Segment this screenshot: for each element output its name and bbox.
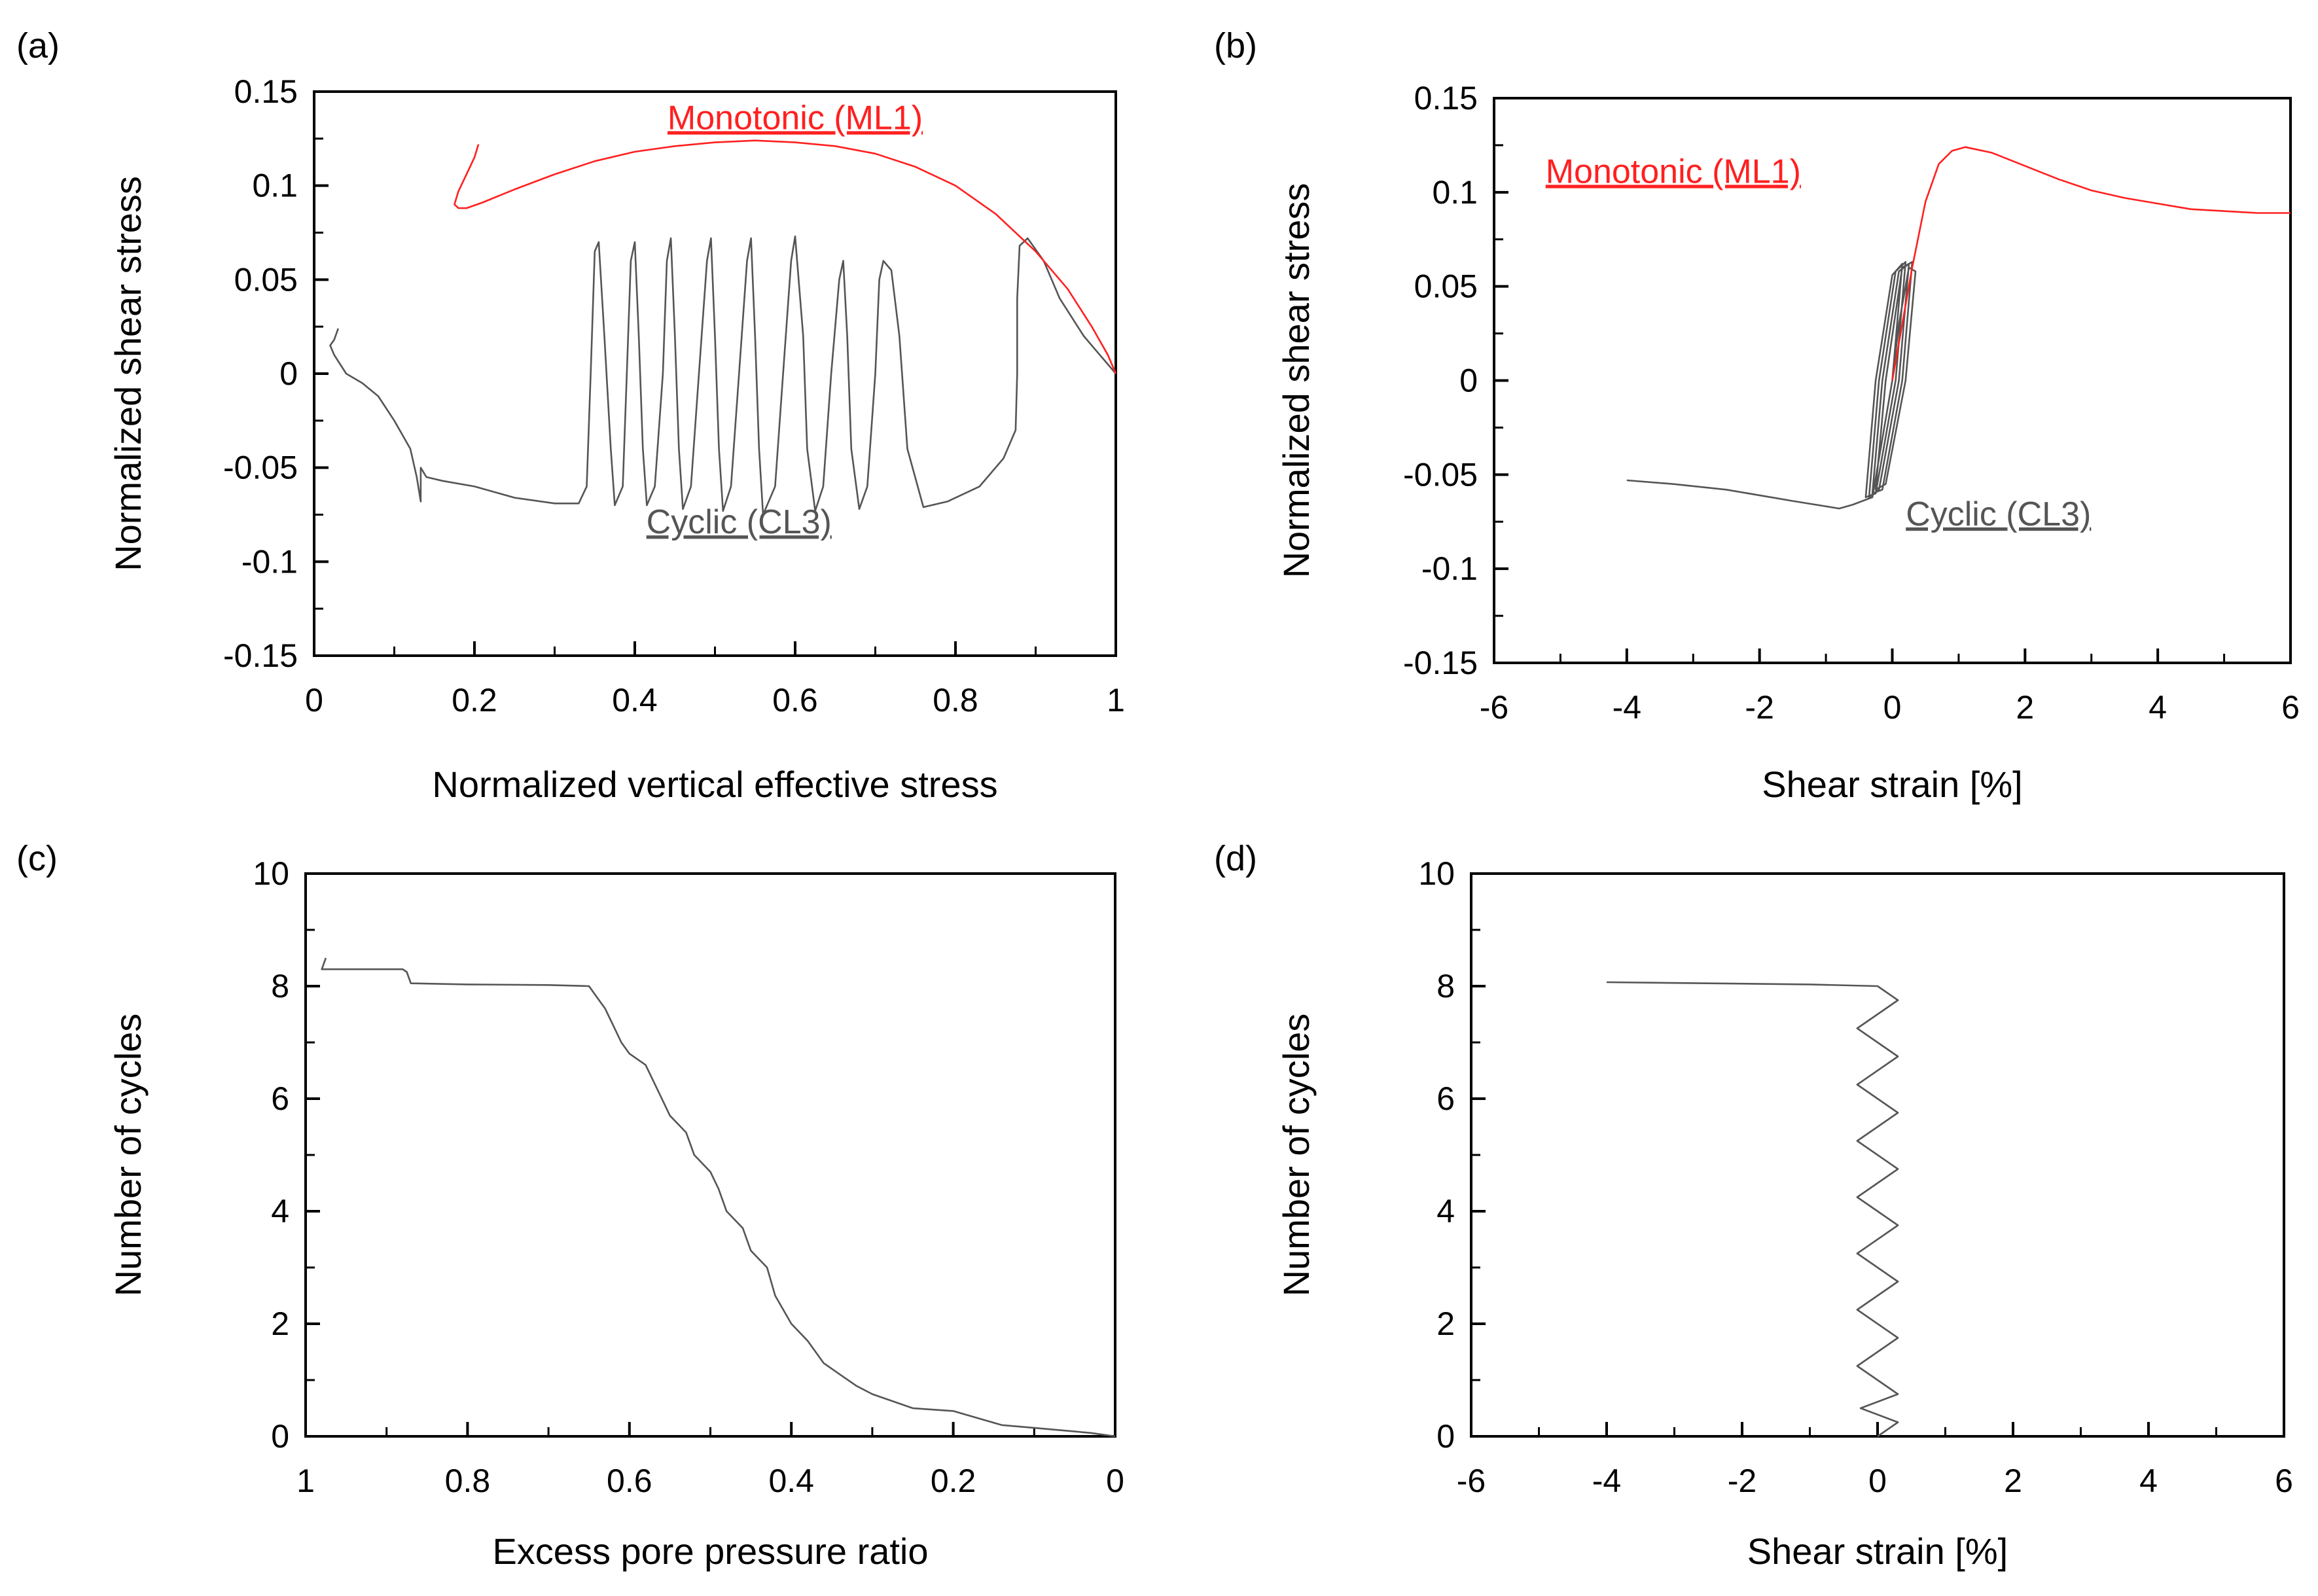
series-line-cyclic (1606, 981, 1899, 1438)
x-tick-label: 6 (2281, 689, 2300, 726)
x-tick-label: 1 (296, 1463, 315, 1499)
annotation-monotonic: Monotonic (ML1) (668, 99, 923, 137)
series-line-cyclic (321, 957, 1116, 1438)
x-tick-label: 0.8 (445, 1463, 491, 1499)
y-tick-label: 0 (271, 1418, 289, 1455)
y-tick-label: -0.15 (1403, 645, 1478, 681)
y-tick-label: 4 (271, 1193, 289, 1230)
y-tick-label: 10 (253, 855, 289, 892)
y-tick-label: 0.05 (234, 261, 298, 298)
x-axis-title: Normalized vertical effective stress (432, 764, 997, 805)
annotation-cyclic: Cyclic (CL3) (1906, 495, 2091, 533)
x-tick-label: -2 (1728, 1463, 1756, 1499)
x-tick-label: 2 (2016, 689, 2034, 726)
y-axis-title: Number of cycles (1275, 1014, 1317, 1297)
panel-c: 0 2 4 6 8 10 1 0.8 0.6 0.4 0.2 0 Excess pore pressur… (16, 839, 1124, 1572)
x-tick-label: 0 (305, 682, 323, 718)
x-tick-label: 1 (1107, 682, 1125, 718)
y-tick-label: 0.05 (1414, 268, 1478, 305)
x-tick-label: 0.6 (772, 682, 818, 718)
panel-b: -0.15 -0.1 -0.05 0 0.05 0.1 0.15 -6 -4 -2 0 2 4 6 Shea… (1214, 26, 2300, 805)
y-tick-label: 0 (1459, 363, 1478, 399)
y-tick-label: 2 (1436, 1305, 1455, 1342)
y-axis-title: Number of cycles (107, 1014, 149, 1297)
x-tick-label: 0.6 (607, 1463, 652, 1499)
x-tick-label: -4 (1613, 689, 1641, 726)
y-tick-label: 8 (271, 968, 289, 1004)
plot-frame (313, 90, 1117, 657)
x-tick-label: 0.2 (931, 1463, 976, 1499)
y-tick-label: 6 (271, 1080, 289, 1117)
y-tick-label: -0.05 (1403, 456, 1478, 493)
x-tick-label: 4 (2149, 689, 2167, 726)
y-tick-label: 0 (1436, 1418, 1455, 1455)
y-tick-label: 8 (1436, 968, 1455, 1004)
y-tick-label: 0.15 (234, 73, 298, 110)
x-tick-label: -2 (1745, 689, 1774, 726)
x-axis-title: Excess pore pressure ratio (492, 1531, 928, 1572)
y-tick-label: 0 (279, 355, 298, 392)
x-tick-label: -6 (1457, 1463, 1486, 1499)
annotation-monotonic: Monotonic (ML1) (1546, 152, 1801, 190)
y-tick-label: 0.1 (252, 168, 298, 204)
y-tick-label: -0.15 (223, 637, 298, 674)
y-tick-label: 6 (1436, 1080, 1455, 1117)
series-line-cyclic (1626, 261, 1917, 510)
panel-d: 0 2 4 6 8 10 -6 -4 -2 0 2 4 6 Shear strain [%] Number … (1214, 839, 2293, 1572)
x-tick-label: -6 (1480, 689, 1508, 726)
annotation-cyclic: Cyclic (CL3) (647, 503, 832, 541)
panel-label: (b) (1214, 26, 1257, 65)
y-tick-label: 0.15 (1414, 80, 1478, 116)
x-tick-label: 0 (1868, 1463, 1887, 1499)
plot-frame (304, 872, 1116, 1438)
x-tick-label: 2 (2004, 1463, 2022, 1499)
series-line-monotonic (454, 139, 1117, 374)
x-axis-title: Shear strain [%] (1747, 1531, 2008, 1572)
y-axis-title: Normalized shear stress (107, 176, 149, 571)
x-tick-label: 0.4 (612, 682, 658, 718)
series-line-cyclic (329, 235, 1116, 516)
panel-label: (c) (16, 839, 58, 878)
panel-label: (a) (16, 26, 60, 65)
series-line-monotonic (1891, 146, 2291, 381)
x-tick-label: 0 (1106, 1463, 1124, 1499)
y-tick-label: -0.1 (1421, 550, 1478, 587)
y-tick-label: 0.1 (1432, 174, 1478, 211)
panel-label: (d) (1214, 839, 1257, 878)
y-tick-label: 4 (1436, 1193, 1455, 1230)
x-tick-label: 6 (2275, 1463, 2293, 1499)
x-tick-label: 0 (1883, 689, 1902, 726)
x-tick-label: 0.2 (452, 682, 497, 718)
y-tick-label: -0.1 (241, 543, 298, 580)
x-tick-label: 0.8 (933, 682, 978, 718)
y-tick-label: 10 (1418, 855, 1455, 892)
y-tick-label: 2 (271, 1305, 289, 1342)
y-tick-label: -0.05 (223, 450, 298, 486)
x-axis-title: Shear strain [%] (1762, 764, 2022, 805)
y-axis-title: Normalized shear stress (1275, 183, 1317, 578)
x-tick-label: -4 (1592, 1463, 1621, 1499)
x-tick-label: 0.4 (768, 1463, 814, 1499)
panel-a: -0.15 -0.1 -0.05 0 0.05 0.1 0.15 0 0.2 0.4 0.6 0.8 1… (16, 26, 1125, 805)
x-tick-label: 4 (2139, 1463, 2158, 1499)
